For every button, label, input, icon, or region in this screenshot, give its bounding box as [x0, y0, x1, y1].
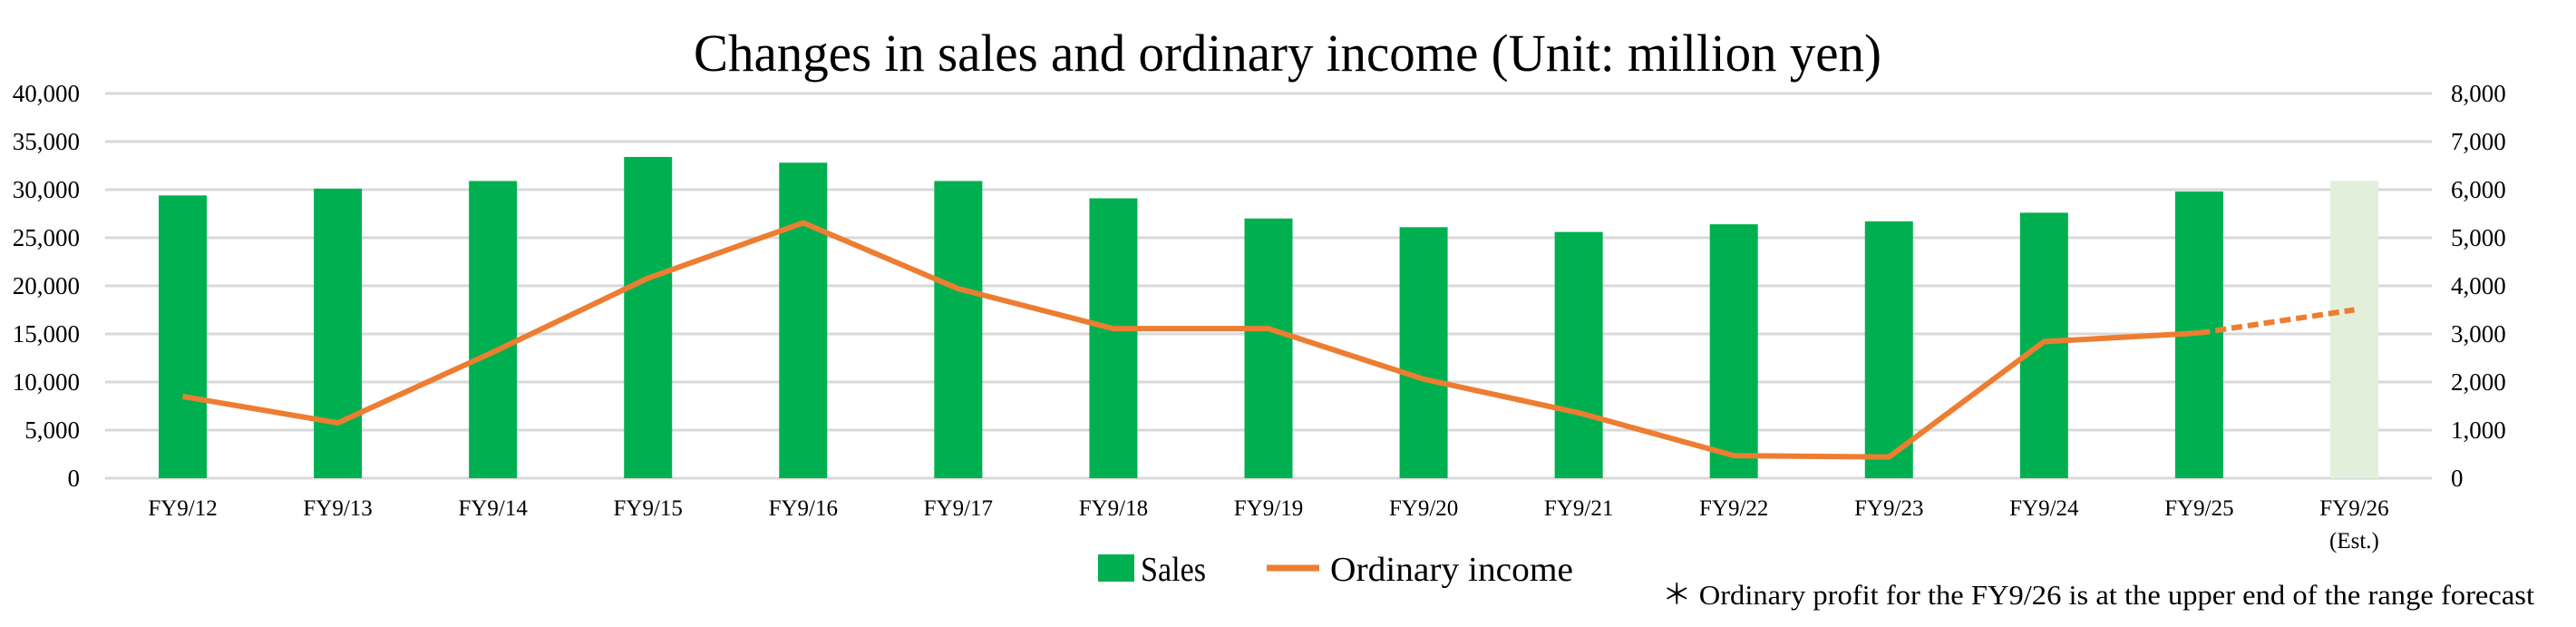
- left-axis-ticks: 0 5,000 10,000 15,000 20,000 25,000 30,000 35,0…: [13, 80, 80, 492]
- left-tick-label: 15,000: [13, 320, 80, 348]
- right-tick-label: 6,000: [2451, 176, 2506, 203]
- x-axis-labels: FY9/12 FY9/13 FY9/14 FY9/15 FY9/16 FY9/17 FY9/…: [148, 496, 2388, 554]
- x-tick-label: FY9/21: [1544, 496, 1613, 521]
- x-tick-label: FY9/15: [614, 496, 683, 521]
- x-tick-sublabel: (Est.): [2329, 529, 2379, 554]
- ordinary-income-line-actual: [182, 220, 2200, 460]
- sales-bar: [624, 156, 673, 478]
- right-tick-label: 3,000: [2451, 320, 2506, 348]
- x-tick-label: FY9/19: [1234, 496, 1303, 521]
- sales-bar: [934, 181, 983, 478]
- x-tick-label: FY9/12: [148, 496, 217, 521]
- x-tick-label: FY9/26: [2319, 496, 2388, 521]
- legend: Sales Ordinary income: [1098, 551, 1573, 589]
- right-tick-label: 2,000: [2451, 368, 2506, 396]
- right-tick-label: 5,000: [2451, 224, 2506, 251]
- x-tick-label: FY9/23: [1854, 496, 1923, 521]
- legend-label-ordinary-income: Ordinary income: [1330, 551, 1573, 589]
- sales-bar: [1554, 231, 1603, 478]
- left-tick-label: 0: [68, 465, 81, 492]
- left-tick-label: 25,000: [13, 224, 80, 251]
- right-tick-label: 8,000: [2451, 80, 2506, 107]
- left-tick-label: 20,000: [13, 272, 80, 299]
- sales-bar: [314, 188, 363, 478]
- right-tick-label: 4,000: [2451, 272, 2506, 299]
- sales-bar: [1399, 227, 1448, 478]
- right-axis-ticks: 0 1,000 2,000 3,000 4,000 5,000 6,000 7,000 8,00…: [2451, 80, 2506, 492]
- footnote: ＊ Ordinary profit for the FY9/26 is at t…: [1662, 579, 2534, 611]
- sales-bar: [1709, 224, 1758, 478]
- x-tick-label: FY9/24: [2009, 496, 2079, 521]
- sales-bar: [2329, 181, 2378, 478]
- ordinary-income-line-forecast: [2198, 307, 2355, 336]
- left-tick-label: 30,000: [13, 176, 80, 203]
- x-tick-label: FY9/17: [924, 496, 993, 521]
- left-tick-label: 5,000: [24, 416, 80, 444]
- x-tick-label: FY9/18: [1079, 496, 1148, 521]
- right-tick-label: 0: [2451, 465, 2464, 492]
- sales-bar: [159, 195, 208, 479]
- sales-bars: [159, 156, 2378, 479]
- sales-bar: [2019, 212, 2068, 478]
- left-tick-label: 40,000: [13, 80, 80, 107]
- ordinary-income-line: [182, 220, 2355, 460]
- x-tick-label: FY9/25: [2164, 496, 2233, 521]
- sales-bar: [469, 181, 518, 478]
- x-tick-label: FY9/14: [458, 496, 528, 521]
- sales-bar: [1864, 220, 1913, 479]
- legend-label-sales: Sales: [1141, 551, 1206, 589]
- x-tick-label: FY9/16: [769, 496, 838, 521]
- sales-bar: [1244, 218, 1293, 479]
- x-tick-label: FY9/22: [1699, 496, 1768, 521]
- chart-title: Changes in sales and ordinary income (Un…: [694, 24, 1881, 83]
- right-tick-label: 1,000: [2451, 416, 2506, 444]
- sales-bar: [779, 162, 828, 478]
- left-tick-label: 10,000: [13, 368, 80, 396]
- left-tick-label: 35,000: [13, 128, 80, 155]
- legend-swatch-sales: [1098, 554, 1134, 582]
- x-tick-label: FY9/20: [1389, 496, 1458, 521]
- sales-bar: [1089, 198, 1138, 479]
- right-tick-label: 7,000: [2451, 128, 2506, 155]
- x-tick-label: FY9/13: [303, 496, 372, 521]
